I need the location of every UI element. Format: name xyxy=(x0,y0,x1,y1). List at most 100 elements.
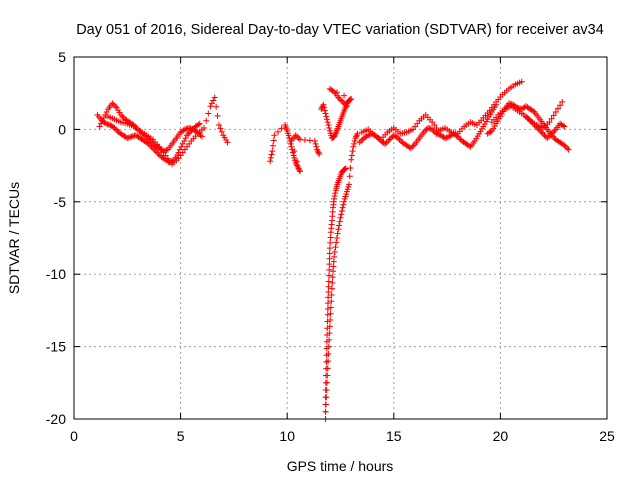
data-point-track-l xyxy=(535,126,542,133)
data-point-track-d xyxy=(296,168,303,175)
data-point-track-j xyxy=(565,146,572,153)
data-point-track-f xyxy=(327,317,334,324)
data-point-track-j xyxy=(530,108,537,115)
data-point-track-f xyxy=(353,133,360,140)
data-point-track-h xyxy=(422,127,429,134)
data-point-track-f xyxy=(335,226,342,233)
data-point-track-f xyxy=(325,350,332,357)
data-point-track-c xyxy=(211,94,218,101)
data-point-track-f xyxy=(323,379,330,386)
data-point-track-e xyxy=(332,190,339,197)
data-point-track-f xyxy=(338,207,345,214)
data-point-track-d xyxy=(295,165,302,172)
data-point-track-c xyxy=(224,139,231,146)
data-point-track-h xyxy=(363,133,370,140)
data-point-track-e xyxy=(325,283,332,290)
data-point-track-a xyxy=(112,126,119,133)
data-point-track-f xyxy=(329,274,336,281)
data-point-track-f xyxy=(326,330,333,337)
data-point-track-e xyxy=(327,239,334,246)
data-point-track-i xyxy=(518,78,525,85)
data-point-track-g xyxy=(339,98,346,105)
data-point-track-b xyxy=(119,113,126,120)
data-point-track-a xyxy=(195,121,202,128)
data-point-track-e xyxy=(324,318,331,325)
data-point-track-h xyxy=(395,135,402,142)
data-point-track-f xyxy=(331,253,338,260)
data-point-track-l xyxy=(548,130,555,137)
data-point-track-e xyxy=(325,294,332,301)
data-point-track-f xyxy=(336,218,343,225)
data-point-track-f xyxy=(341,198,348,205)
data-point-track-l xyxy=(551,127,558,134)
data-point-track-f xyxy=(328,291,335,298)
data-point-track-g xyxy=(342,101,349,108)
data-point-track-b xyxy=(99,117,106,124)
data-point-track-l xyxy=(528,119,535,126)
data-point-track-d xyxy=(294,158,301,165)
data-point-track-f xyxy=(328,285,335,292)
data-point-track-l xyxy=(545,133,552,140)
data-point-track-h xyxy=(383,139,390,146)
data-point-track-b xyxy=(112,103,119,110)
data-point-track-d xyxy=(292,159,299,166)
data-point-track-l xyxy=(522,113,529,120)
y-tick-label: 0 xyxy=(58,121,66,137)
data-point-track-d xyxy=(269,148,276,155)
data-point-track-f xyxy=(336,222,343,229)
data-point-track-l xyxy=(525,116,532,123)
data-point-track-b xyxy=(197,132,204,139)
data-point-track-d xyxy=(291,148,298,155)
data-point-track-l xyxy=(561,123,568,130)
data-point-track-g xyxy=(343,103,350,110)
data-point-track-h xyxy=(385,137,392,144)
data-point-track-k xyxy=(552,109,559,116)
data-point-track-f xyxy=(347,165,354,172)
data-point-track-e xyxy=(331,193,338,200)
data-point-track-c xyxy=(205,110,212,117)
data-point-track-d xyxy=(311,137,318,144)
data-point-track-h xyxy=(409,143,416,150)
data-point-track-f xyxy=(323,394,330,401)
data-point-track-h xyxy=(386,136,393,143)
y-axis-label: SDTVAR / TECUs xyxy=(6,182,22,294)
data-point-track-g xyxy=(320,101,327,108)
data-point-track-h xyxy=(356,139,363,146)
data-point-track-a xyxy=(152,148,159,155)
data-point-track-g xyxy=(331,133,338,140)
data-point-track-k xyxy=(559,98,566,105)
data-point-track-a xyxy=(151,146,158,153)
data-point-track-d xyxy=(294,133,301,140)
data-point-track-l xyxy=(534,124,541,131)
data-point-track-k xyxy=(548,115,555,122)
data-point-track-h xyxy=(396,136,403,143)
data-point-track-d xyxy=(313,143,320,150)
data-point-track-b xyxy=(198,133,205,140)
data-point-track-g xyxy=(335,94,342,101)
data-point-track-c xyxy=(217,125,224,132)
data-point-track-a xyxy=(185,130,192,137)
data-point-track-g xyxy=(319,103,326,110)
data-point-track-f xyxy=(354,130,361,137)
data-point-track-e xyxy=(324,311,331,318)
data-point-track-g xyxy=(338,97,345,104)
data-point-track-e xyxy=(324,305,331,312)
data-point-track-f xyxy=(322,408,329,415)
data-point-track-c xyxy=(207,103,214,110)
data-point-track-c xyxy=(210,97,217,104)
data-point-track-g xyxy=(323,113,330,120)
y-tick-label: -15 xyxy=(46,339,66,355)
data-point-track-f xyxy=(349,148,356,155)
y-tick-label: -5 xyxy=(54,194,67,210)
data-point-track-a xyxy=(186,129,193,136)
data-point-track-g xyxy=(323,116,330,123)
data-point-track-d xyxy=(267,154,274,161)
data-point-track-k xyxy=(550,112,557,119)
data-point-track-f xyxy=(325,358,332,365)
data-point-track-a xyxy=(196,120,203,127)
data-point-track-l xyxy=(537,127,544,134)
data-point-track-f xyxy=(337,214,344,221)
data-point-track-e xyxy=(325,289,332,296)
data-point-track-f xyxy=(346,173,353,180)
